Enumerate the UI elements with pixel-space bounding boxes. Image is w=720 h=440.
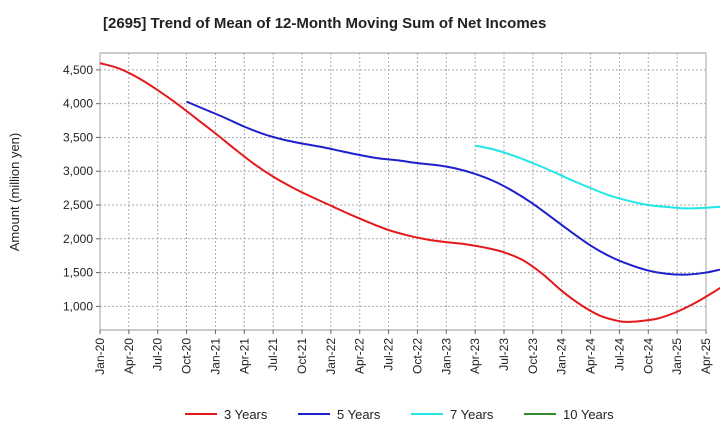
y-tick-label: 2,000 <box>63 232 93 246</box>
x-tick-label: Jul-22 <box>382 338 396 371</box>
x-tick-label: Jan-20 <box>93 338 107 375</box>
x-tick-label: Jan-23 <box>439 338 453 375</box>
y-tick-label: 3,000 <box>63 164 93 178</box>
y-tick-label: 1,000 <box>63 299 93 313</box>
x-tick-label: Apr-22 <box>353 338 367 374</box>
series-line-7-years <box>474 144 720 210</box>
plot-area <box>99 52 707 331</box>
x-tick-label: Oct-24 <box>641 338 655 374</box>
x-tick-label: Apr-25 <box>699 338 713 374</box>
y-tick-label: 1,500 <box>63 266 93 280</box>
y-tick-label: 2,500 <box>63 198 93 212</box>
x-tick-label: Jul-21 <box>266 338 280 371</box>
legend-label: 3 Years <box>224 407 268 422</box>
series-line-5-years <box>186 100 720 276</box>
x-tick-label: Jan-21 <box>208 338 222 375</box>
y-tick-label: 4,500 <box>63 63 93 77</box>
x-tick-label: Jul-24 <box>612 338 626 371</box>
x-tick-label: Jan-22 <box>324 338 338 375</box>
series-line-3-years <box>99 62 720 323</box>
legend-label: 7 Years <box>450 407 494 422</box>
legend-label: 5 Years <box>337 407 381 422</box>
legend: 3 Years 5 Years 7 Years 10 Years <box>185 407 614 422</box>
x-tick-label: Oct-22 <box>410 338 424 374</box>
x-tick-label: Jan-25 <box>670 338 684 375</box>
x-tick-label: Apr-23 <box>468 338 482 374</box>
x-tick-label: Jul-20 <box>151 338 165 371</box>
y-axis-title: Amount (million yen) <box>7 133 22 252</box>
x-tick-label: Apr-21 <box>237 338 251 374</box>
series-lines <box>99 62 720 323</box>
x-tick-label: Oct-23 <box>526 338 540 374</box>
y-tick-label: 3,500 <box>63 130 93 144</box>
x-axis: Jan-20 Apr-20 Jul-20 Oct-20 Jan-21 Apr-21 Jul-… <box>93 330 713 375</box>
x-tick-label: Oct-21 <box>295 338 309 374</box>
x-tick-label: Jan-24 <box>555 338 569 375</box>
legend-label: 10 Years <box>563 407 614 422</box>
x-tick-label: Apr-20 <box>122 338 136 374</box>
chart-title: [2695] Trend of Mean of 12-Month Moving … <box>103 15 547 32</box>
y-tick-label: 4,000 <box>63 97 93 111</box>
grid-lines <box>99 53 707 330</box>
x-tick-label: Jul-23 <box>497 338 511 371</box>
x-tick-label: Oct-20 <box>180 338 194 374</box>
x-tick-label: Apr-24 <box>584 338 598 374</box>
y-axis: 1,000 1,500 2,000 2,500 3,000 3,500 4,000 4,500 <box>63 63 100 313</box>
